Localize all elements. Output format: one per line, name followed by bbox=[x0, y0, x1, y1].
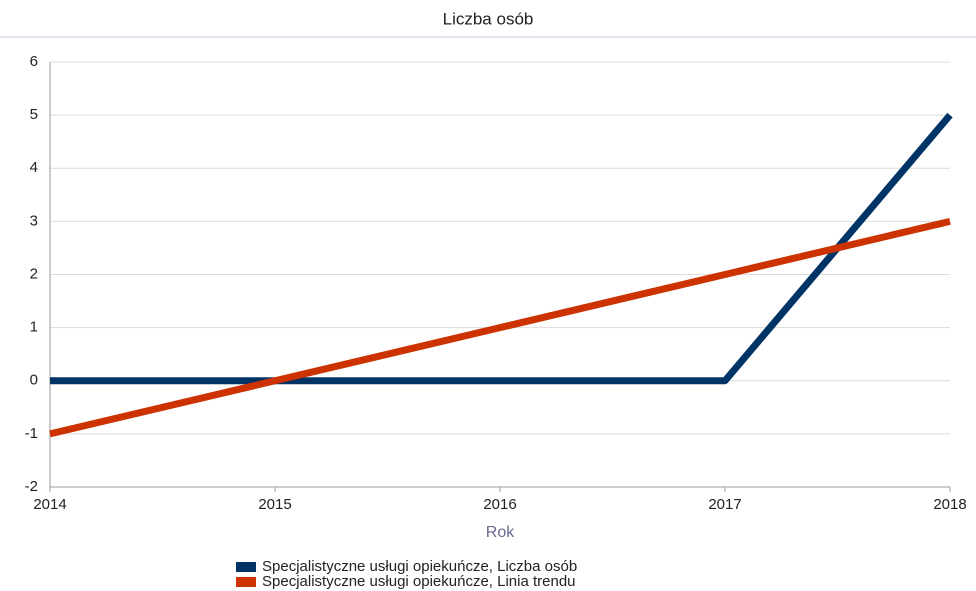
y-tick-label: -1 bbox=[25, 425, 38, 442]
x-tick-label: 2016 bbox=[483, 496, 516, 513]
series-line bbox=[49, 217, 951, 438]
y-tick-label: 1 bbox=[30, 319, 38, 336]
x-tick-label: 2014 bbox=[33, 496, 66, 513]
x-tick-label: 2018 bbox=[933, 496, 966, 513]
y-tick-label: 2 bbox=[30, 265, 38, 282]
legend-swatch bbox=[236, 562, 256, 572]
chart-title: Liczba osób bbox=[443, 9, 534, 28]
y-tick-label: 3 bbox=[30, 212, 38, 229]
x-axis-label: Rok bbox=[486, 524, 515, 541]
series-line bbox=[50, 112, 953, 385]
y-tick-label: 0 bbox=[30, 372, 38, 389]
x-tick-label: 2015 bbox=[258, 496, 291, 513]
legend-label: Specjalistyczne usługi opiekuńcze, Linia… bbox=[262, 573, 576, 590]
x-tick-label: 2017 bbox=[708, 496, 741, 513]
y-tick-label: 4 bbox=[30, 159, 38, 176]
legend-swatch bbox=[236, 577, 256, 587]
y-tick-label: -2 bbox=[25, 478, 38, 495]
y-tick-label: 6 bbox=[30, 53, 38, 70]
legend-label: Specjalistyczne usługi opiekuńcze, Liczb… bbox=[262, 558, 577, 575]
y-tick-label: 5 bbox=[30, 106, 38, 123]
